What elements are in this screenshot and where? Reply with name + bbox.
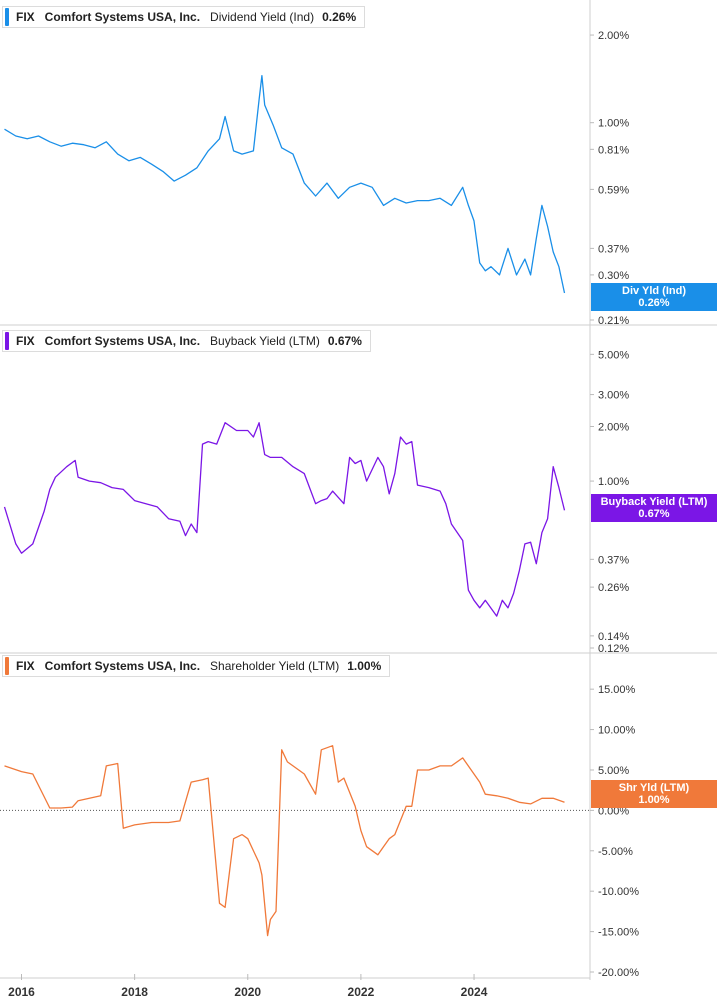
dividend-yield-legend-value: 0.26% — [322, 10, 357, 24]
shareholder-yield-legend: FIX Comfort Systems USA, Inc. Shareholde… — [2, 655, 391, 677]
dividend-yield-ytick-label: 2.00% — [598, 30, 629, 42]
buyback-yield-ticker: FIX — [16, 334, 35, 348]
dividend-yield-ytick-label: 0.30% — [598, 270, 629, 282]
shareholder-yield-badge: Shr Yld (LTM) 1.00% — [591, 780, 717, 808]
shareholder-yield-badge-value: 1.00% — [638, 794, 670, 806]
buyback-yield-badge-value: 0.67% — [638, 508, 670, 520]
dividend-yield-metric: Dividend Yield (Ind) — [210, 10, 315, 24]
dividend-yield-series-line — [4, 75, 566, 294]
dividend-yield-swatch — [5, 8, 9, 26]
dividend-yield-ticker: FIX — [16, 10, 35, 24]
buyback-yield-ytick-label: 0.12% — [598, 643, 629, 655]
dividend-yield-badge-value: 0.26% — [638, 297, 670, 309]
shareholder-yield-badge-label: Shr Yld (LTM) — [618, 782, 690, 794]
buyback-yield-legend-value: 0.67% — [327, 334, 362, 348]
x-tick-label: 2020 — [234, 985, 261, 999]
buyback-yield-company: Comfort Systems USA, Inc. — [44, 334, 201, 348]
buyback-yield-ytick-label: 0.26% — [598, 582, 629, 594]
shareholder-yield-company: Comfort Systems USA, Inc. — [44, 659, 201, 673]
dividend-yield-ytick-label: 0.37% — [598, 243, 629, 255]
shareholder-yield-ytick-label: 0.00% — [598, 805, 629, 817]
buyback-yield-ytick-label: 5.00% — [598, 349, 629, 361]
shareholder-yield-ytick-label: 10.00% — [598, 725, 636, 737]
dividend-yield-badge-label: Div Yld (Ind) — [622, 285, 686, 297]
buyback-yield-ytick-label: 1.00% — [598, 476, 629, 488]
x-tick-label: 2022 — [348, 985, 375, 999]
shareholder-yield-legend-value: 1.00% — [347, 659, 382, 673]
x-tick-label: 2024 — [461, 985, 488, 999]
x-tick-label: 2018 — [121, 985, 148, 999]
shareholder-yield-ytick-label: -5.00% — [598, 846, 633, 858]
shareholder-yield-metric: Shareholder Yield (LTM) — [210, 659, 340, 673]
shareholder-yield-ytick-label: 5.00% — [598, 765, 629, 777]
shareholder-yield-ticker: FIX — [16, 659, 35, 673]
dividend-yield-ytick-label: 1.00% — [598, 118, 629, 130]
buyback-yield-swatch — [5, 332, 9, 350]
buyback-yield-series-line — [3, 422, 566, 617]
shareholder-yield-ytick-label: -15.00% — [598, 927, 639, 939]
shareholder-yield-ytick-label: 15.00% — [598, 684, 636, 696]
shareholder-yield-swatch — [5, 657, 9, 675]
buyback-yield-ytick-label: 2.00% — [598, 421, 629, 433]
buyback-yield-ytick-label: 0.14% — [598, 631, 629, 643]
dividend-yield-ytick-label: 0.59% — [598, 184, 629, 196]
dividend-yield-ytick-label: 0.21% — [598, 315, 629, 327]
buyback-yield-badge: Buyback Yield (LTM) 0.67% — [591, 494, 717, 522]
buyback-yield-metric: Buyback Yield (LTM) — [210, 334, 320, 348]
buyback-yield-ytick-label: 3.00% — [598, 390, 629, 402]
buyback-yield-badge-label: Buyback Yield (LTM) — [600, 496, 708, 508]
x-tick-label: 2016 — [8, 985, 35, 999]
dividend-yield-legend: FIX Comfort Systems USA, Inc. Dividend Y… — [2, 6, 366, 28]
shareholder-yield-series-line — [4, 745, 565, 937]
dividend-yield-ytick-label: 0.81% — [598, 144, 629, 156]
dividend-yield-badge: Div Yld (Ind) 0.26% — [591, 283, 717, 311]
dividend-yield-company: Comfort Systems USA, Inc. — [44, 10, 201, 24]
shareholder-yield-ytick-label: -20.00% — [598, 967, 639, 979]
buyback-yield-ytick-label: 0.37% — [598, 554, 629, 566]
shareholder-yield-ytick-label: -10.00% — [598, 886, 639, 898]
buyback-yield-legend: FIX Comfort Systems USA, Inc. Buyback Yi… — [2, 330, 371, 352]
